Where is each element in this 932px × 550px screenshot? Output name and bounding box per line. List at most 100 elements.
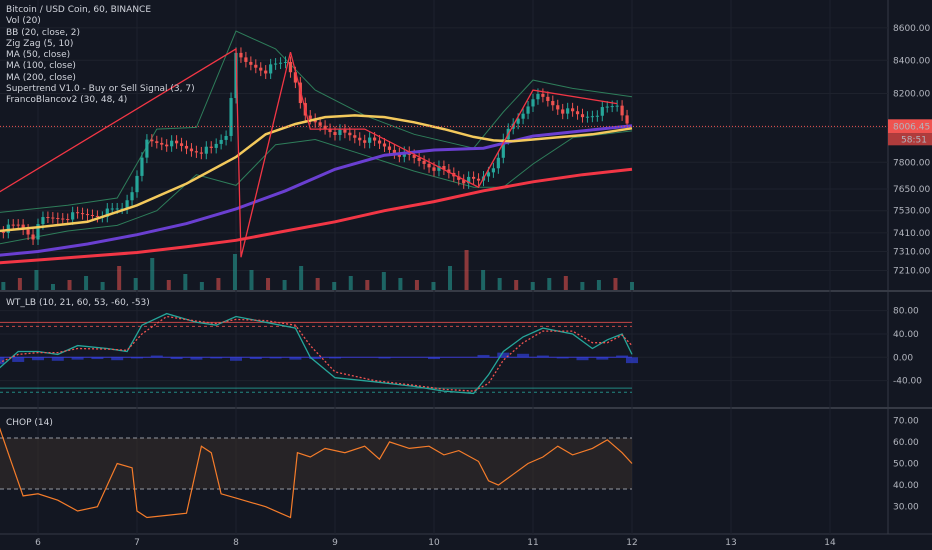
wt-histogram-bar	[150, 355, 163, 358]
volume-bar	[563, 276, 568, 290]
candle-body	[491, 168, 495, 173]
volume-bar	[547, 278, 552, 290]
wt-histogram-bar	[269, 357, 282, 359]
candle-body	[600, 107, 604, 116]
candle-body	[585, 116, 590, 118]
volume-bar	[249, 270, 254, 290]
candle-body	[288, 61, 293, 73]
indicator-vol[interactable]: Vol (20)	[6, 16, 41, 27]
chop-legend[interactable]: CHOP (14)	[6, 418, 53, 429]
candle-body	[610, 106, 614, 108]
indicator-francoblanco[interactable]: FrancoBlancov2 (30, 48, 4)	[6, 95, 128, 106]
wt-histogram-bar	[626, 357, 638, 364]
wt-histogram-bar	[517, 353, 530, 358]
candle-body	[293, 72, 297, 83]
candle-body	[363, 140, 367, 143]
indicator-supertrend[interactable]: Supertrend V1.0 - Buy or Sell Signal (3,…	[6, 84, 195, 95]
volume-bar	[580, 282, 585, 290]
wt-histogram-bar	[378, 357, 391, 359]
candle-body	[566, 108, 570, 114]
candle-body	[90, 215, 95, 217]
wt-histogram-bar	[91, 357, 104, 360]
candle-body	[120, 208, 124, 210]
price-tick-label: 7650.00	[893, 185, 930, 195]
chop-tick-label: 60.00	[893, 438, 919, 448]
indicator-ma200[interactable]: MA (200, close)	[6, 72, 76, 83]
candle-body	[274, 63, 278, 65]
wt-histogram-bar	[12, 357, 25, 362]
candle-body	[130, 192, 134, 201]
main-legend: Bitcoin / USD Coin, 60, BINANCE Vol (20)…	[6, 5, 195, 107]
volume-bar	[514, 280, 519, 290]
indicator-bb[interactable]: BB (20, close, 2)	[6, 27, 81, 38]
candle-body	[16, 224, 20, 226]
indicator-ma100[interactable]: MA (100, close)	[6, 61, 76, 72]
candle-body	[432, 167, 436, 171]
candle-body	[348, 132, 352, 136]
candle-body	[551, 101, 555, 106]
candle-body	[625, 115, 629, 124]
indicator-ma50[interactable]: MA (50, close)	[6, 50, 71, 61]
candle-body	[66, 219, 70, 221]
volume-bar	[1, 282, 6, 290]
ma100-line	[0, 124, 633, 257]
volume-bar	[17, 278, 22, 290]
candle-body	[105, 208, 109, 217]
candle-body	[31, 234, 35, 240]
candle-body	[447, 169, 451, 173]
candle-body	[184, 145, 189, 149]
candle-body	[209, 146, 213, 148]
candle-body	[605, 106, 609, 108]
last-price-tag	[888, 119, 932, 134]
countdown-label: 58:51	[901, 135, 927, 145]
candle-body	[11, 224, 15, 226]
candle-body	[526, 106, 530, 114]
wt-tick-label: 0.00	[893, 353, 913, 363]
candle-body	[145, 139, 149, 158]
price-tick-label: 7530.00	[893, 207, 930, 217]
volume-bar	[464, 250, 469, 290]
candle-body	[556, 105, 560, 110]
candle-body	[561, 109, 565, 114]
candle-body	[353, 135, 357, 138]
candle-body	[229, 98, 233, 136]
volume-bar	[431, 282, 436, 290]
candle-body	[71, 212, 75, 220]
wt-histogram-bar	[556, 357, 569, 359]
candle-body	[571, 108, 575, 112]
candle-body	[61, 218, 65, 220]
x-tick-label: 6	[35, 538, 41, 548]
candle-body	[175, 140, 179, 144]
wt-histogram-bar	[32, 357, 44, 361]
candle-body	[343, 129, 347, 133]
candle-body	[135, 175, 139, 193]
candle-body	[521, 113, 525, 119]
ma200-line	[0, 167, 633, 265]
volume-bar	[216, 278, 221, 290]
volume-bar	[183, 274, 188, 290]
x-tick-label: 9	[332, 538, 338, 548]
symbol-title[interactable]: Bitcoin / USD Coin, 60, BINANCE	[6, 5, 152, 15]
wt-title[interactable]: WT_LB (10, 21, 60, 53, -60, -53)	[6, 298, 150, 308]
wt-tick-label: -40.00	[893, 377, 922, 387]
ma50-line	[0, 114, 633, 233]
wt-histogram-bar	[51, 357, 64, 361]
candle-body	[412, 154, 416, 158]
volume-bar	[448, 266, 453, 290]
countdown-tag	[888, 133, 932, 146]
candle-body	[546, 96, 550, 102]
candle-body	[427, 163, 431, 168]
candle-body	[531, 99, 535, 107]
volume-bar	[332, 282, 337, 290]
price-tick-label: 7210.00	[893, 267, 930, 277]
volume-bar	[166, 280, 171, 290]
chop-title[interactable]: CHOP (14)	[6, 418, 53, 428]
volume-bar	[299, 266, 304, 290]
candle-body	[249, 61, 253, 65]
wt-legend[interactable]: WT_LB (10, 21, 60, 53, -60, -53)	[6, 298, 150, 309]
candle-body	[21, 224, 25, 230]
candle-body	[368, 137, 372, 143]
indicator-zigzag[interactable]: Zig Zag (5, 10)	[6, 38, 74, 49]
volume-bar	[34, 270, 39, 290]
